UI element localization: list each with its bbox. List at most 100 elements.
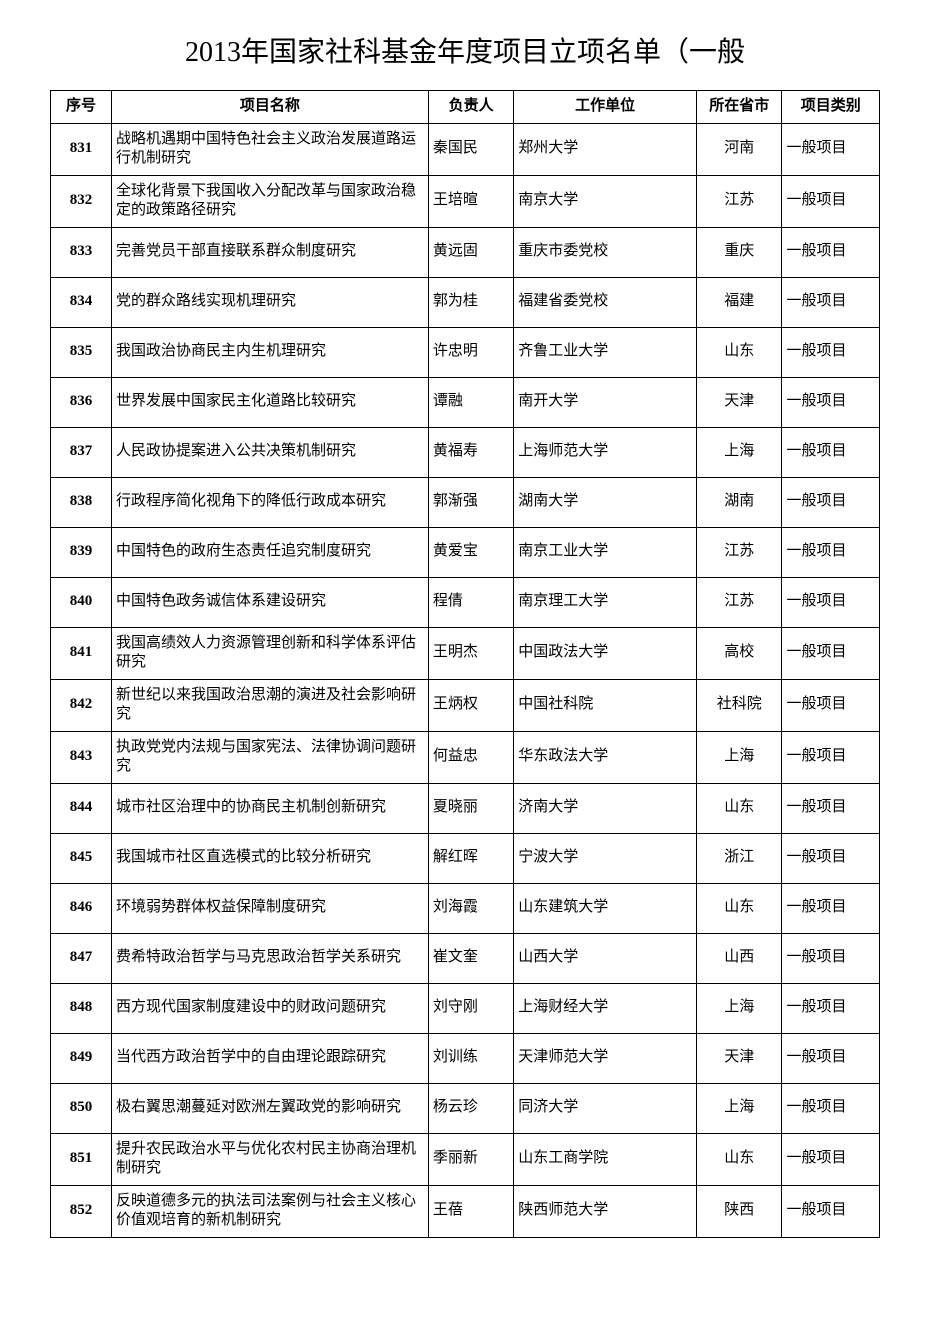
table-row: 849当代西方政治哲学中的自由理论跟踪研究刘训练天津师范大学天津一般项目: [51, 1033, 880, 1083]
cell-prov: 山东: [697, 883, 782, 933]
table-row: 840中国特色政务诚信体系建设研究程倩南京理工大学江苏一般项目: [51, 577, 880, 627]
cell-num: 832: [51, 175, 112, 227]
page-title: 2013年国家社科基金年度项目立项名单（一般: [50, 30, 880, 70]
cell-num: 835: [51, 327, 112, 377]
cell-cat: 一般项目: [782, 577, 880, 627]
table-row: 852反映道德多元的执法司法案例与社会主义核心价值观培育的新机制研究王蓓陕西师范…: [51, 1185, 880, 1237]
cell-num: 845: [51, 833, 112, 883]
cell-leader: 秦国民: [428, 123, 513, 175]
table-row: 837人民政协提案进入公共决策机制研究黄福寿上海师范大学上海一般项目: [51, 427, 880, 477]
cell-cat: 一般项目: [782, 627, 880, 679]
cell-num: 836: [51, 377, 112, 427]
cell-prov: 重庆: [697, 227, 782, 277]
cell-prov: 山东: [697, 783, 782, 833]
cell-leader: 刘训练: [428, 1033, 513, 1083]
cell-leader: 解红晖: [428, 833, 513, 883]
cell-cat: 一般项目: [782, 933, 880, 983]
table-row: 851提升农民政治水平与优化农村民主协商治理机制研究季丽新山东工商学院山东一般项…: [51, 1133, 880, 1185]
cell-cat: 一般项目: [782, 883, 880, 933]
cell-org: 中国政法大学: [514, 627, 697, 679]
projects-table: 序号 项目名称 负责人 工作单位 所在省市 项目类别 831战略机遇期中国特色社…: [50, 90, 880, 1238]
cell-cat: 一般项目: [782, 783, 880, 833]
cell-leader: 刘海霞: [428, 883, 513, 933]
cell-cat: 一般项目: [782, 277, 880, 327]
cell-num: 851: [51, 1133, 112, 1185]
table-row: 839中国特色的政府生态责任追究制度研究黄爱宝南京工业大学江苏一般项目: [51, 527, 880, 577]
cell-project: 费希特政治哲学与马克思政治哲学关系研究: [111, 933, 428, 983]
cell-project: 世界发展中国家民主化道路比较研究: [111, 377, 428, 427]
table-row: 838行政程序简化视角下的降低行政成本研究郭渐强湖南大学湖南一般项目: [51, 477, 880, 527]
cell-org: 华东政法大学: [514, 731, 697, 783]
cell-num: 842: [51, 679, 112, 731]
cell-project: 反映道德多元的执法司法案例与社会主义核心价值观培育的新机制研究: [111, 1185, 428, 1237]
cell-num: 837: [51, 427, 112, 477]
cell-num: 847: [51, 933, 112, 983]
cell-cat: 一般项目: [782, 679, 880, 731]
cell-org: 中国社科院: [514, 679, 697, 731]
cell-prov: 上海: [697, 1083, 782, 1133]
cell-cat: 一般项目: [782, 123, 880, 175]
cell-leader: 谭融: [428, 377, 513, 427]
cell-cat: 一般项目: [782, 1083, 880, 1133]
cell-num: 843: [51, 731, 112, 783]
cell-num: 848: [51, 983, 112, 1033]
cell-project: 人民政协提案进入公共决策机制研究: [111, 427, 428, 477]
cell-leader: 王明杰: [428, 627, 513, 679]
table-row: 831战略机遇期中国特色社会主义政治发展道路运行机制研究秦国民郑州大学河南一般项…: [51, 123, 880, 175]
cell-num: 840: [51, 577, 112, 627]
cell-project: 行政程序简化视角下的降低行政成本研究: [111, 477, 428, 527]
cell-cat: 一般项目: [782, 731, 880, 783]
cell-org: 山东工商学院: [514, 1133, 697, 1185]
cell-leader: 刘守刚: [428, 983, 513, 1033]
cell-prov: 社科院: [697, 679, 782, 731]
cell-leader: 郭为桂: [428, 277, 513, 327]
cell-cat: 一般项目: [782, 377, 880, 427]
cell-org: 天津师范大学: [514, 1033, 697, 1083]
header-row: 序号 项目名称 负责人 工作单位 所在省市 项目类别: [51, 91, 880, 124]
cell-leader: 郭渐强: [428, 477, 513, 527]
cell-num: 831: [51, 123, 112, 175]
cell-cat: 一般项目: [782, 327, 880, 377]
cell-org: 济南大学: [514, 783, 697, 833]
cell-leader: 程倩: [428, 577, 513, 627]
cell-org: 山西大学: [514, 933, 697, 983]
cell-project: 西方现代国家制度建设中的财政问题研究: [111, 983, 428, 1033]
cell-leader: 何益忠: [428, 731, 513, 783]
cell-project: 中国特色政务诚信体系建设研究: [111, 577, 428, 627]
table-row: 833完善党员干部直接联系群众制度研究黄远固重庆市委党校重庆一般项目: [51, 227, 880, 277]
col-project: 项目名称: [111, 91, 428, 124]
cell-prov: 河南: [697, 123, 782, 175]
cell-project: 提升农民政治水平与优化农村民主协商治理机制研究: [111, 1133, 428, 1185]
cell-cat: 一般项目: [782, 427, 880, 477]
cell-prov: 山东: [697, 327, 782, 377]
cell-org: 南京理工大学: [514, 577, 697, 627]
col-num: 序号: [51, 91, 112, 124]
cell-org: 郑州大学: [514, 123, 697, 175]
cell-prov: 湖南: [697, 477, 782, 527]
cell-num: 844: [51, 783, 112, 833]
table-row: 832全球化背景下我国收入分配改革与国家政治稳定的政策路径研究王培暄南京大学江苏…: [51, 175, 880, 227]
cell-cat: 一般项目: [782, 1033, 880, 1083]
cell-org: 福建省委党校: [514, 277, 697, 327]
cell-project: 我国城市社区直选模式的比较分析研究: [111, 833, 428, 883]
cell-project: 当代西方政治哲学中的自由理论跟踪研究: [111, 1033, 428, 1083]
cell-prov: 江苏: [697, 175, 782, 227]
cell-num: 846: [51, 883, 112, 933]
cell-project: 我国高绩效人力资源管理创新和科学体系评估研究: [111, 627, 428, 679]
cell-prov: 高校: [697, 627, 782, 679]
table-row: 843执政党党内法规与国家宪法、法律协调问题研究何益忠华东政法大学上海一般项目: [51, 731, 880, 783]
cell-leader: 王蓓: [428, 1185, 513, 1237]
col-cat: 项目类别: [782, 91, 880, 124]
cell-leader: 许忠明: [428, 327, 513, 377]
table-row: 850极右翼思潮蔓延对欧洲左翼政党的影响研究杨云珍同济大学上海一般项目: [51, 1083, 880, 1133]
cell-leader: 黄爱宝: [428, 527, 513, 577]
cell-num: 833: [51, 227, 112, 277]
cell-org: 南京工业大学: [514, 527, 697, 577]
col-org: 工作单位: [514, 91, 697, 124]
cell-project: 城市社区治理中的协商民主机制创新研究: [111, 783, 428, 833]
cell-project: 完善党员干部直接联系群众制度研究: [111, 227, 428, 277]
cell-num: 838: [51, 477, 112, 527]
cell-org: 齐鲁工业大学: [514, 327, 697, 377]
cell-prov: 浙江: [697, 833, 782, 883]
cell-num: 850: [51, 1083, 112, 1133]
